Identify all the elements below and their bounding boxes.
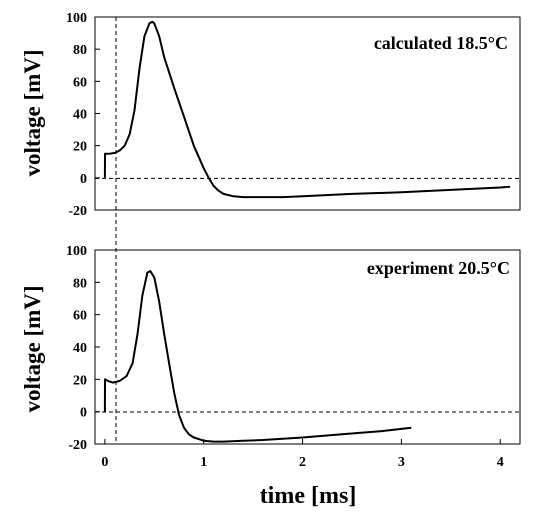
panel-annotation: experiment 20.5°C (367, 258, 510, 278)
y-tick-label: 40 (73, 341, 87, 356)
x-ticks: 0 1 2 3 4 (101, 439, 504, 470)
panel-annotation: calculated 18.5°C (374, 33, 508, 53)
y-ticks: 100 80 60 40 20 0 -20 (66, 244, 100, 453)
x-tick-label: 3 (398, 455, 405, 470)
x-tick-label: 1 (200, 455, 207, 470)
y-axis-label: voltage [mV] (20, 285, 45, 412)
y-tick-label: -20 (68, 438, 87, 453)
series-line (103, 20, 511, 199)
y-tick-label: 100 (66, 244, 87, 259)
x-tick-label: 4 (497, 455, 504, 470)
x-tick-label: 0 (101, 455, 108, 470)
y-tick-label: 80 (73, 43, 87, 58)
x-tick-label: 2 (299, 455, 306, 470)
y-tick-label: 20 (73, 373, 87, 388)
y-tick-label: 0 (80, 406, 87, 421)
y-tick-label: 100 (66, 11, 87, 26)
y-tick-label: 0 (80, 172, 87, 187)
y-tick-label: 40 (73, 108, 87, 123)
y-tick-label: 60 (73, 75, 87, 90)
panel-calculated: 100 80 60 40 20 0 -20 calculated 18.5°C voltag… (20, 11, 521, 219)
y-tick-label: 60 (73, 309, 87, 324)
series-group (103, 20, 511, 199)
series-group (103, 270, 412, 443)
y-ticks: 100 80 60 40 20 0 -20 (66, 11, 100, 219)
series-line (103, 270, 412, 443)
plot-frame (94, 249, 521, 445)
y-axis-label: voltage [mV] (20, 49, 45, 176)
y-tick-label: 20 (73, 140, 87, 155)
y-tick-label: -20 (68, 204, 87, 219)
x-axis-label: time [ms] (260, 483, 357, 509)
y-tick-label: 80 (73, 276, 87, 291)
